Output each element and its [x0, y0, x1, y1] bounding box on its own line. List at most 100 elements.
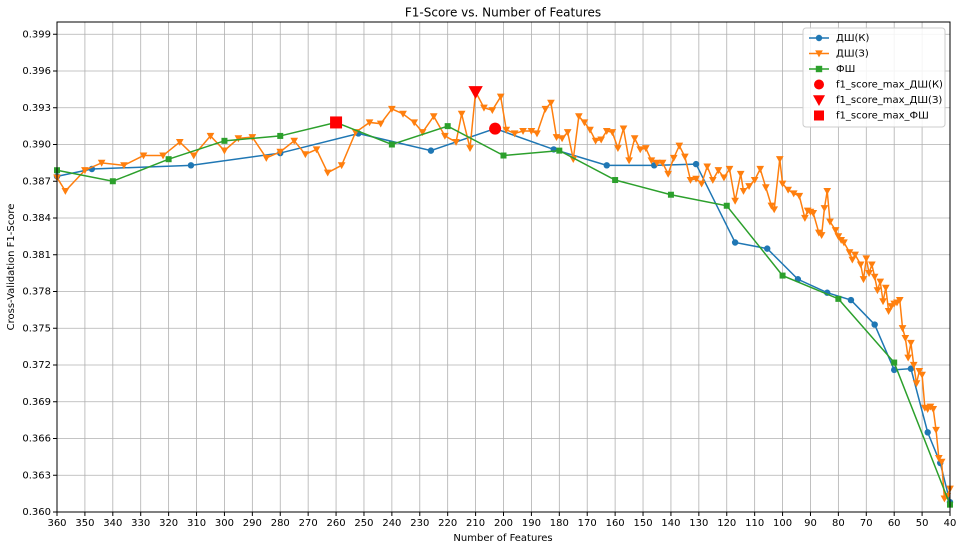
point [770, 206, 779, 214]
point [835, 295, 842, 302]
point [778, 180, 787, 188]
point [388, 105, 396, 113]
point [541, 105, 550, 113]
x-tick-label: 320 [159, 518, 178, 529]
point [301, 151, 310, 159]
point [809, 210, 818, 217]
x-tick-label: 50 [916, 518, 929, 529]
y-tick-label: 0.375 [22, 323, 51, 334]
point [580, 119, 589, 127]
point [641, 145, 650, 153]
x-tick-label: 350 [75, 518, 94, 529]
plot-frame [56, 21, 951, 513]
point [895, 297, 904, 304]
point [784, 186, 792, 194]
point [664, 170, 672, 178]
point [312, 146, 321, 154]
x-tick-label: 90 [804, 518, 817, 529]
x-tick-label: 150 [633, 518, 652, 529]
point [820, 205, 829, 213]
point [488, 107, 497, 115]
point [262, 154, 271, 162]
x-tick-label: 200 [494, 518, 513, 529]
point [441, 132, 449, 140]
y-tick-label: 0.396 [22, 66, 51, 77]
point [879, 298, 887, 306]
point [924, 429, 931, 436]
y-tick-label: 0.381 [22, 250, 51, 261]
point [234, 135, 243, 143]
point [692, 175, 700, 183]
point [614, 145, 622, 153]
point [658, 159, 667, 167]
point [775, 156, 784, 164]
y-tick-label: 0.399 [22, 29, 51, 40]
x-tick-label: 70 [860, 518, 873, 529]
point [653, 159, 661, 167]
x-tick-label: 110 [745, 518, 764, 529]
point [845, 249, 854, 257]
point [625, 157, 633, 165]
point [725, 165, 734, 173]
point [575, 113, 583, 121]
legend-box [802, 27, 946, 128]
point [563, 129, 572, 137]
point [801, 214, 809, 222]
point [619, 125, 628, 133]
point [681, 153, 689, 161]
x-tick-label: 190 [522, 518, 541, 529]
point [817, 232, 826, 239]
point [602, 127, 611, 135]
point [558, 135, 566, 143]
point [720, 174, 728, 182]
point [848, 256, 857, 264]
point [466, 145, 474, 153]
point [597, 136, 606, 144]
point [452, 138, 460, 146]
legend-marker [813, 95, 825, 106]
point [429, 113, 438, 121]
point [736, 170, 745, 178]
point [277, 132, 284, 139]
point [533, 130, 541, 138]
point [856, 261, 865, 269]
chart-title: F1-Score vs. Number of Features [405, 6, 601, 20]
point [865, 270, 873, 277]
point [703, 163, 712, 171]
point [591, 137, 600, 145]
point [870, 273, 879, 281]
point [376, 120, 385, 128]
point [399, 110, 407, 118]
point [823, 187, 832, 195]
point [510, 130, 519, 138]
point [764, 245, 771, 252]
point [884, 308, 893, 315]
point [175, 138, 184, 146]
point [120, 162, 128, 170]
legend-marker [815, 50, 823, 58]
point [480, 104, 488, 112]
x-tick-label: 80 [832, 518, 845, 529]
point [929, 406, 938, 413]
legend-label: f1_score_max_ФШ [836, 111, 929, 122]
point [189, 152, 198, 160]
x-tick-label: 250 [354, 518, 373, 529]
legend-marker [814, 110, 824, 121]
legend-label: ДШ(З) [836, 49, 869, 60]
point [881, 284, 890, 292]
point [556, 147, 563, 154]
point [708, 176, 717, 184]
point [871, 321, 878, 328]
point [221, 137, 228, 144]
x-tick-label: 120 [717, 518, 736, 529]
point [290, 137, 299, 145]
point [418, 129, 427, 137]
x-tick-label: 260 [327, 518, 346, 529]
y-tick-label: 0.393 [22, 103, 51, 114]
x-tick-label: 100 [773, 518, 792, 529]
point [697, 180, 706, 188]
x-tick-label: 60 [888, 518, 901, 529]
point [750, 176, 759, 184]
point [608, 129, 617, 137]
legend-label: f1_score_max_ДШ(З) [836, 95, 942, 106]
